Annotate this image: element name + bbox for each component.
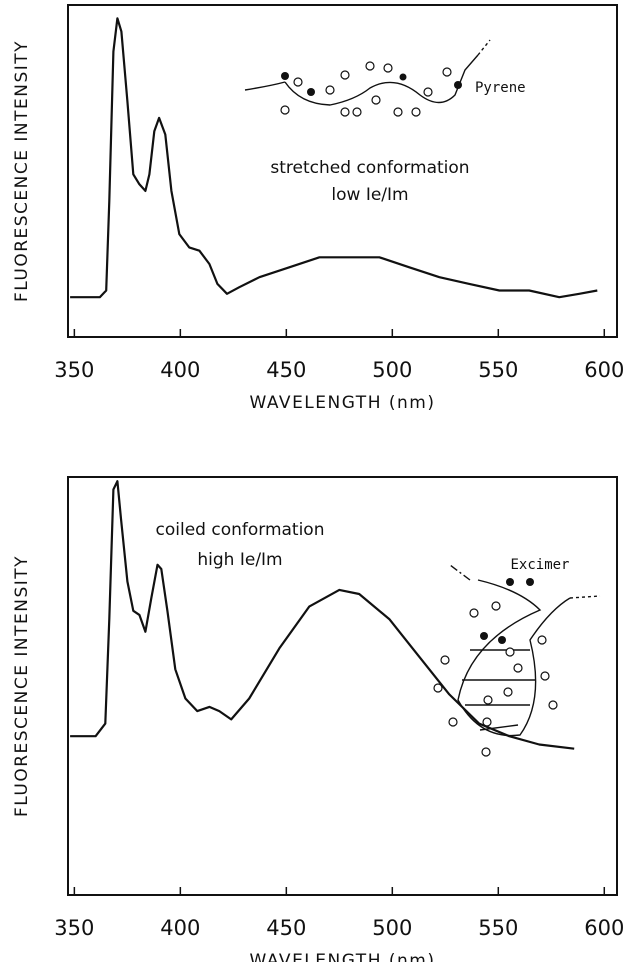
annotation: coiled conformation xyxy=(156,520,325,540)
spectrum-line xyxy=(70,480,575,750)
x-tick-label: 400 xyxy=(160,358,200,382)
annotation: high Ie/Im xyxy=(197,550,282,570)
x-tick-label: 500 xyxy=(372,358,412,382)
annotation: Excimer xyxy=(510,557,569,573)
x-tick-label: 350 xyxy=(54,916,94,940)
x-tick-label: 550 xyxy=(478,916,518,940)
x-tick-label: 400 xyxy=(160,916,200,940)
stretched-schematic xyxy=(244,39,491,117)
x-tick-label: 450 xyxy=(266,358,306,382)
x-tick-label: 600 xyxy=(584,358,624,382)
x-axis-label: WAVELENGTH (nm) xyxy=(250,951,436,962)
x-tick-label: 500 xyxy=(372,916,412,940)
x-axis-label: WAVELENGTH (nm) xyxy=(250,393,436,413)
y-axis-label: FLUORESCENCE INTENSITY xyxy=(12,40,32,302)
y-axis-label: FLUORESCENCE INTENSITY xyxy=(12,555,32,817)
spectrum-line xyxy=(70,17,598,299)
plot-frame xyxy=(67,4,618,338)
x-tick-label: 600 xyxy=(584,916,624,940)
annotation: stretched conformation xyxy=(270,158,469,178)
coiled-schematic xyxy=(433,564,601,757)
annotation: Pyrene xyxy=(475,80,526,96)
x-tick-label: 450 xyxy=(266,916,306,940)
x-tick-label: 350 xyxy=(54,358,94,382)
annotation: low Ie/Im xyxy=(331,185,408,205)
x-tick-label: 550 xyxy=(478,358,518,382)
plot-frame xyxy=(67,476,618,896)
